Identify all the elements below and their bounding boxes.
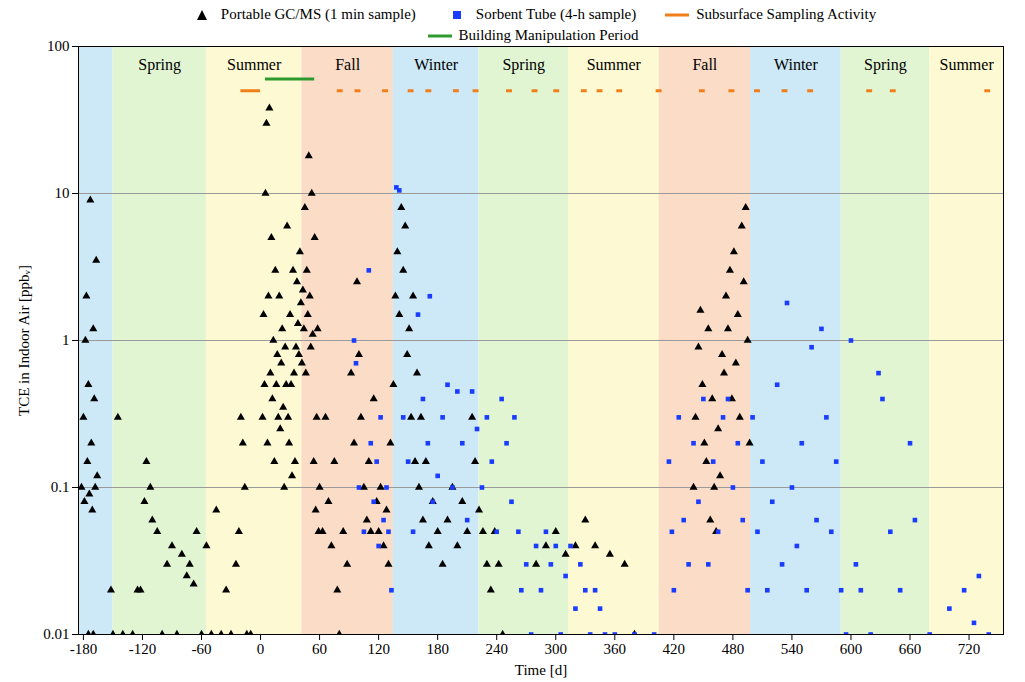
svg-text:1: 1 <box>62 332 70 348</box>
svg-text:-180: -180 <box>70 641 98 657</box>
svg-text:Summer: Summer <box>939 56 994 73</box>
svg-text:240: 240 <box>485 641 508 657</box>
svg-text:-120: -120 <box>129 641 157 657</box>
svg-text:Spring: Spring <box>138 56 181 74</box>
svg-text:660: 660 <box>899 641 922 657</box>
svg-text:300: 300 <box>545 641 568 657</box>
svg-text:120: 120 <box>367 641 390 657</box>
svg-text:Winter: Winter <box>774 56 818 73</box>
svg-text:600: 600 <box>840 641 863 657</box>
svg-text:Fall: Fall <box>335 56 360 73</box>
svg-text:480: 480 <box>722 641 745 657</box>
svg-text:Winter: Winter <box>414 56 458 73</box>
svg-text:0: 0 <box>257 641 265 657</box>
svg-text:60: 60 <box>312 641 327 657</box>
html-text:Building Manipulation Period: Building Manipulation Period <box>458 27 639 43</box>
svg-text:Summer: Summer <box>227 56 282 73</box>
html-text:Portable GC/MS (1 min sample): Portable GC/MS (1 min sample) <box>220 6 416 22</box>
svg-text:0.1: 0.1 <box>51 479 70 495</box>
svg-text:10: 10 <box>55 185 70 201</box>
svg-text:0.01: 0.01 <box>43 626 69 642</box>
svg-text:720: 720 <box>958 641 981 657</box>
svg-text:-60: -60 <box>192 641 212 657</box>
svg-text:Time [d]: Time [d] <box>515 662 567 678</box>
svg-text:180: 180 <box>426 641 449 657</box>
html-text:Sorbent Tube (4-h sample): Sorbent Tube (4-h sample) <box>475 6 637 22</box>
svg-text:420: 420 <box>663 641 686 657</box>
svg-text:100: 100 <box>47 38 70 54</box>
svg-text:Spring: Spring <box>502 56 545 74</box>
svg-text:TCE in Indoor Air [ppbᵥ]: TCE in Indoor Air [ppbᵥ] <box>16 265 32 416</box>
svg-text:540: 540 <box>781 641 804 657</box>
svg-text:Fall: Fall <box>692 56 717 73</box>
html-text:Subsurface Sampling Activity: Subsurface Sampling Activity <box>696 6 877 22</box>
svg-text:360: 360 <box>604 641 627 657</box>
svg-text:Summer: Summer <box>587 56 642 73</box>
svg-text:Spring: Spring <box>864 56 907 74</box>
